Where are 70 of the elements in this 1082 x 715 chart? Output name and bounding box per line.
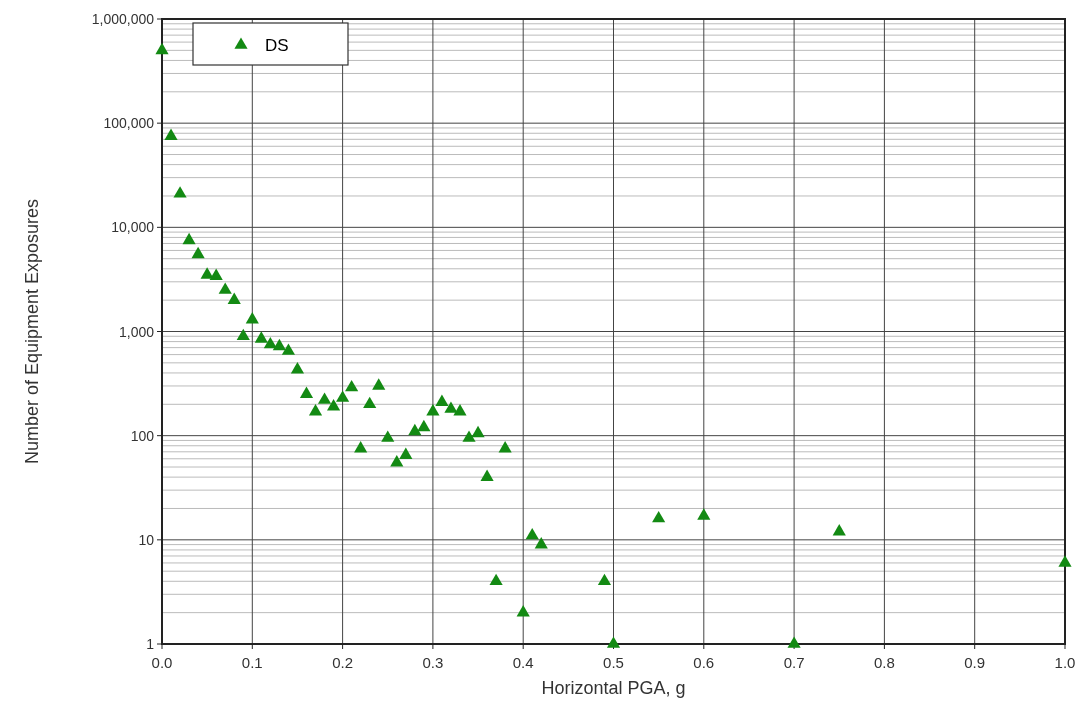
point (164, 128, 178, 140)
point (308, 404, 323, 416)
point (471, 425, 485, 438)
point (354, 441, 368, 453)
point (290, 362, 305, 374)
point (381, 430, 395, 442)
legend-label: DS (265, 36, 289, 55)
x-tick-label: 0.0 (151, 654, 173, 671)
point (155, 42, 169, 55)
point (326, 399, 341, 411)
point (236, 328, 250, 341)
point (263, 336, 277, 349)
point (227, 292, 241, 304)
point (408, 423, 422, 436)
x-tick-label: 0.5 (603, 654, 624, 671)
point (489, 573, 503, 586)
point (606, 636, 621, 648)
point (363, 396, 377, 409)
y-axis-title: Number of Equipment Exposures (22, 198, 42, 465)
point (390, 455, 404, 467)
point (182, 232, 196, 245)
point (272, 338, 286, 351)
point (525, 527, 539, 540)
x-tick-label: 0.6 (693, 654, 715, 671)
point (281, 343, 295, 355)
x-tick-label: 0.8 (873, 654, 895, 671)
x-tick-label: 0.7 (783, 654, 805, 671)
y-tick-label: 1 (146, 636, 155, 652)
point (444, 401, 458, 413)
y-tick-label: 10 (138, 531, 155, 548)
x-tick-label: 0.2 (332, 654, 354, 671)
point (426, 404, 440, 416)
point (317, 392, 332, 404)
y-tick-label: 1,000 (118, 323, 155, 340)
x-tick-label: 1.0 (1054, 654, 1076, 671)
point (191, 246, 205, 259)
point (399, 447, 413, 459)
point (435, 394, 449, 406)
point (697, 508, 711, 520)
y-tick-label: 1,000,000 (91, 11, 155, 27)
point (597, 573, 612, 586)
point (200, 267, 214, 279)
y-tick-label: 100 (130, 427, 155, 444)
point (534, 537, 548, 549)
point (453, 404, 467, 416)
point (209, 268, 223, 280)
point (516, 605, 530, 617)
point (480, 469, 494, 481)
x-tick-label: 0.9 (964, 654, 986, 671)
point (652, 510, 666, 523)
point (245, 312, 259, 324)
point (832, 523, 846, 536)
x-axis-title: Horizontal PGA, g (541, 678, 686, 698)
point (299, 386, 314, 399)
point (1058, 555, 1072, 567)
point (336, 390, 350, 402)
point (254, 331, 268, 343)
point (173, 186, 187, 198)
y-tick-label: 10,000 (111, 219, 155, 236)
x-tick-label: 0.3 (422, 654, 444, 671)
y-tick-label: 100,000 (103, 115, 155, 132)
point (372, 378, 386, 390)
point (417, 419, 431, 432)
point (498, 441, 512, 453)
point (218, 282, 232, 294)
point (345, 379, 359, 392)
x-tick-label: 0.1 (241, 654, 263, 671)
point (462, 430, 476, 442)
x-tick-label: 0.4 (512, 654, 534, 671)
point (787, 636, 801, 648)
